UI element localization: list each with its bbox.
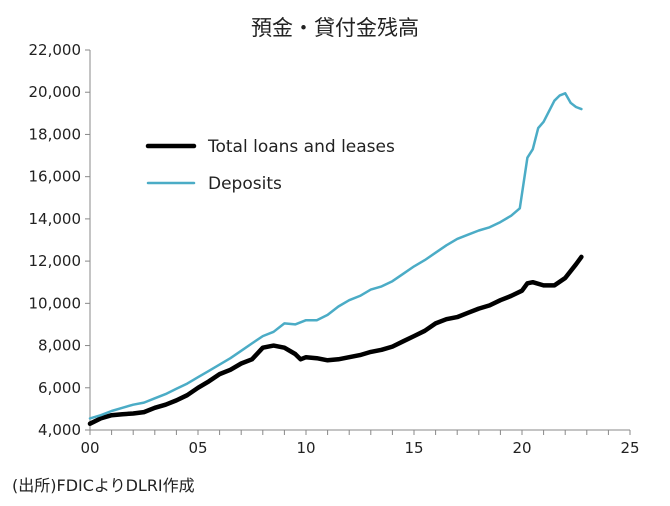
y-tick-label: 18,000 — [29, 125, 82, 143]
legend-label: Total loans and leases — [207, 137, 395, 157]
x-tick-label: 05 — [188, 439, 207, 457]
y-tick-label: 10,000 — [29, 294, 82, 312]
y-tick-label: 16,000 — [29, 168, 82, 186]
x-tick-label: 00 — [80, 439, 99, 457]
y-tick-label: 4,000 — [38, 421, 81, 439]
x-tick-label: 10 — [296, 439, 315, 457]
series-line-loans — [87, 254, 584, 426]
chart-title: 預金・貸付金残高 — [251, 16, 419, 40]
y-tick-label: 20,000 — [29, 83, 82, 101]
series-line-deposits — [88, 92, 583, 420]
y-tick-label: 8,000 — [38, 337, 81, 355]
x-tick-label: 15 — [404, 439, 423, 457]
x-tick-label: 20 — [512, 439, 531, 457]
source-note: (出所)FDICよりDLRI作成 — [12, 476, 195, 495]
legend-label: Deposits — [208, 174, 282, 194]
y-tick-label: 14,000 — [29, 210, 82, 228]
y-tick-label: 12,000 — [29, 252, 82, 270]
x-tick-label: 25 — [620, 439, 639, 457]
y-tick-label: 22,000 — [29, 41, 82, 59]
y-tick-label: 6,000 — [38, 379, 81, 397]
